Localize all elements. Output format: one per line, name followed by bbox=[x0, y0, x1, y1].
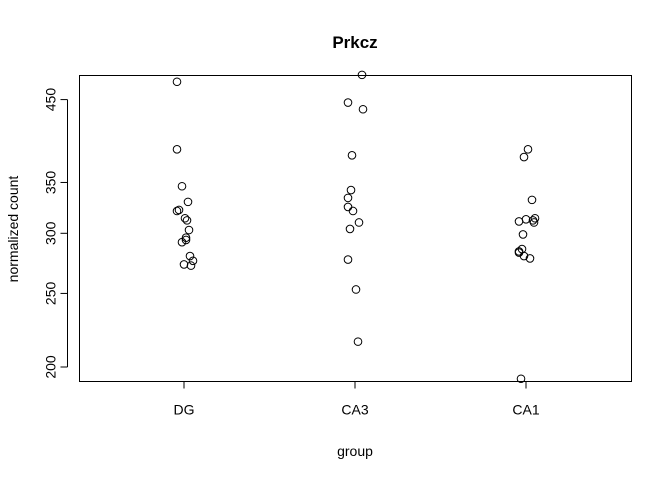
data-point bbox=[177, 181, 187, 191]
data-point bbox=[354, 218, 364, 227]
x-tick-label: CA3 bbox=[341, 402, 368, 418]
data-point bbox=[185, 251, 195, 261]
data-point bbox=[357, 70, 367, 80]
data-point bbox=[186, 261, 196, 270]
x-tick-label: DG bbox=[174, 402, 195, 418]
chart-title: Prkcz bbox=[332, 33, 377, 52]
data-point bbox=[346, 185, 356, 195]
y-tick-label: 450 bbox=[43, 88, 59, 112]
data-point bbox=[347, 151, 357, 160]
data-point bbox=[343, 193, 353, 203]
y-tick-label: 300 bbox=[43, 221, 59, 245]
data-point bbox=[180, 213, 190, 223]
data-point bbox=[516, 374, 526, 384]
data-point bbox=[172, 206, 182, 216]
x-axis: DG CA3 CA1 bbox=[174, 381, 540, 418]
data-point bbox=[358, 104, 368, 114]
data-point bbox=[345, 224, 355, 234]
y-axis: 200 250 300 350 450 bbox=[43, 88, 68, 379]
data-point bbox=[188, 256, 198, 266]
data-point bbox=[529, 218, 539, 227]
data-point bbox=[519, 152, 529, 162]
data-point bbox=[523, 145, 533, 154]
data-point bbox=[518, 230, 528, 239]
plot-frame bbox=[79, 75, 632, 382]
data-point bbox=[519, 251, 529, 261]
data-point bbox=[351, 285, 361, 294]
data-point bbox=[343, 98, 353, 107]
y-tick-label: 200 bbox=[43, 355, 59, 379]
x-tick-label: CA1 bbox=[512, 402, 539, 418]
data-point bbox=[177, 237, 187, 247]
data-point bbox=[348, 206, 358, 216]
data-point bbox=[530, 213, 540, 223]
data-point bbox=[527, 195, 537, 205]
data-point bbox=[343, 255, 353, 264]
x-axis-label: group bbox=[337, 443, 373, 459]
data-point bbox=[179, 260, 189, 269]
data-point bbox=[172, 145, 182, 154]
data-point bbox=[521, 215, 531, 224]
y-axis-label: normalized count bbox=[5, 176, 21, 283]
data-point bbox=[343, 202, 353, 212]
data-points bbox=[172, 70, 540, 384]
data-point bbox=[182, 216, 192, 225]
data-point bbox=[184, 225, 194, 235]
data-point bbox=[174, 205, 184, 215]
y-tick-label: 250 bbox=[43, 282, 59, 306]
data-point bbox=[172, 77, 182, 87]
data-point bbox=[353, 337, 363, 346]
data-point bbox=[514, 217, 524, 226]
data-point bbox=[183, 197, 193, 207]
data-point bbox=[525, 254, 535, 263]
y-tick-label: 350 bbox=[43, 171, 59, 195]
